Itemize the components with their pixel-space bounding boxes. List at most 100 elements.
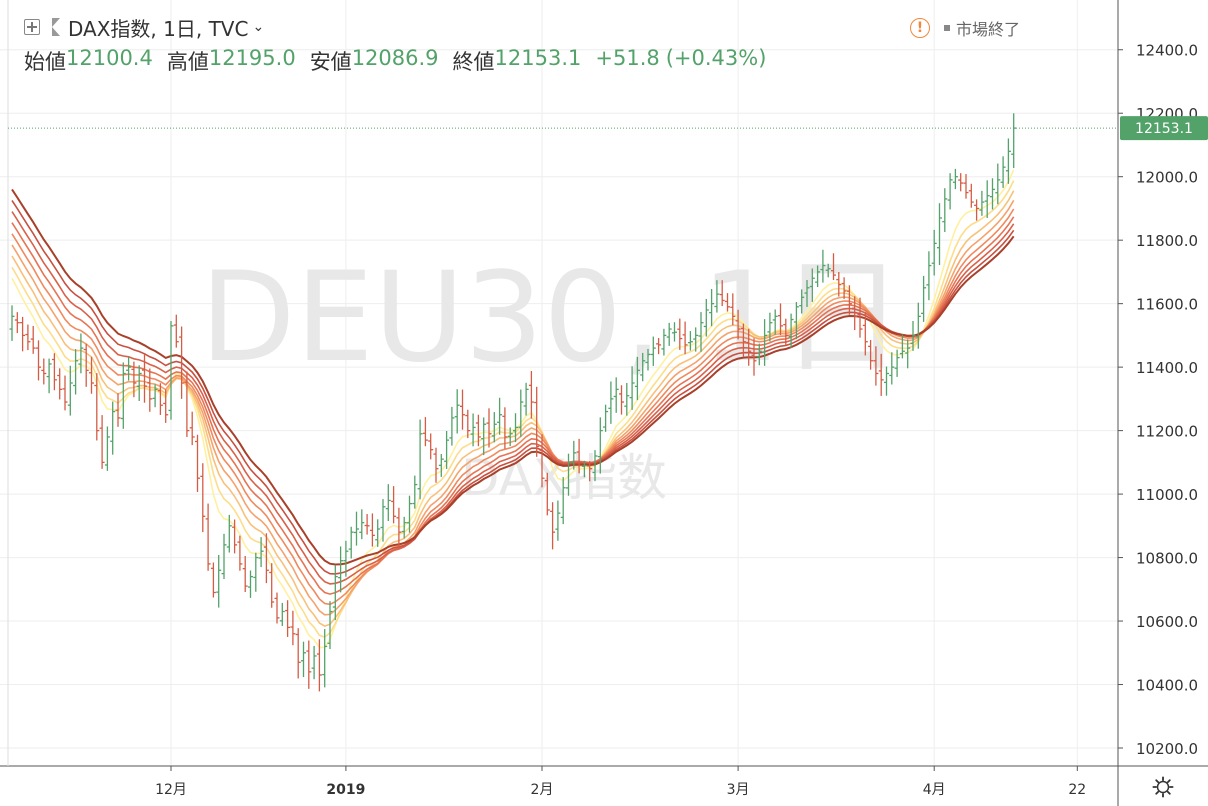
ohlc-bar [709, 288, 715, 327]
y-tick-label: 12000.0 [1136, 169, 1198, 187]
ohlc-bar [327, 601, 333, 650]
ohlc-bar [449, 406, 455, 446]
ohlc-bar [899, 334, 905, 359]
status-dot-icon [943, 25, 950, 31]
low-label: 安値 [309, 50, 352, 74]
ohlc-bar [195, 434, 200, 492]
ohlc-bar [269, 563, 275, 608]
ohlc-bar [624, 382, 630, 416]
ohlc-bar [290, 610, 296, 646]
ohlc-bar [756, 343, 762, 366]
ohlc-bar [714, 280, 720, 313]
change-value: +51.8 [595, 46, 660, 70]
ohlc-bar [205, 503, 211, 571]
last-price-badge [1120, 116, 1208, 141]
ohlc-bar [36, 340, 41, 381]
ohlc-bar [454, 389, 460, 434]
x-tick-label: 2月 [531, 782, 554, 798]
ohlc-bar [666, 322, 672, 346]
ohlc-bar [237, 535, 243, 571]
y-tick-label: 10800.0 [1136, 550, 1198, 568]
ohlc-bar [407, 495, 412, 533]
x-tick-label: 12月 [155, 782, 187, 798]
ohlc-bar [444, 430, 450, 469]
ohlc-bar [62, 375, 68, 411]
ohlc-bar [475, 414, 481, 447]
ohlc-bar [460, 389, 465, 430]
ohlc-bar [502, 407, 508, 449]
y-tick-label: 11000.0 [1136, 486, 1198, 504]
ohlc-bar [41, 358, 47, 385]
title-row: DAX指数, 1日, TVC ⌄ [24, 14, 265, 41]
ohlc-bar [672, 322, 677, 342]
ohlc-bar [926, 251, 932, 301]
ohlc-bar [232, 519, 238, 554]
ohlc-bar [369, 513, 375, 547]
ohlc-bar [497, 397, 503, 435]
ohlc-bar [746, 328, 752, 366]
symbol-title[interactable]: DAX指数, 1日, TVC [68, 16, 249, 41]
ohlc-bar [417, 419, 423, 500]
ohlc-bar [279, 602, 285, 626]
ohlc-bar [767, 312, 773, 342]
ohlc-bar [783, 318, 789, 346]
ohlc-bar [539, 434, 545, 488]
warning-icon[interactable]: ! [909, 18, 930, 38]
ohlc-bar [486, 408, 492, 448]
ohlc-bar [576, 438, 582, 474]
ohlc-bar [963, 174, 969, 199]
chevron-down-icon[interactable]: ⌄ [252, 19, 265, 35]
ohlc-bar [126, 356, 132, 381]
ohlc-bar [481, 417, 487, 456]
ohlc-bar [120, 362, 126, 429]
ohlc-bar [995, 163, 1001, 205]
ohlc-bar [438, 454, 444, 477]
ohlc-bar [740, 323, 746, 357]
x-tick-label: 4月 [923, 782, 946, 798]
ohlc-bar [343, 540, 349, 577]
ohlc-bar [513, 413, 518, 443]
ohlc-bar [566, 453, 571, 496]
ohlc-bar [94, 373, 100, 441]
plus-box-icon[interactable] [24, 19, 40, 35]
ohlc-bar [1005, 138, 1011, 184]
ohlc-bar [210, 562, 216, 598]
flag-icon[interactable] [52, 18, 60, 36]
ohlc-bar [846, 285, 852, 315]
ohlc-bar [772, 309, 778, 335]
ohlc-bar [152, 384, 158, 408]
ohlc-bar [682, 321, 688, 355]
open-label: 始値 [24, 50, 66, 74]
ema-line [11, 188, 1015, 566]
y-tick-label: 10600.0 [1136, 613, 1198, 631]
y-tick-label: 11400.0 [1136, 359, 1198, 377]
ohlc-bar [958, 173, 964, 192]
ohlc-bar [470, 413, 476, 447]
ohlc-bar [380, 499, 386, 542]
ohlc-bar [221, 533, 227, 580]
close-label: 終値 [452, 50, 495, 74]
ohlc-bar [534, 386, 540, 457]
ohlc-bar [131, 361, 137, 398]
ohlc-bar [51, 353, 57, 391]
ohlc-bar [608, 381, 614, 424]
ohlc-bar [401, 516, 407, 539]
ema-line [11, 211, 1015, 585]
ohlc-bar [857, 297, 863, 338]
ohlc-bar [396, 507, 402, 549]
ohlc-bar [20, 316, 26, 352]
ohlc-bar [518, 389, 524, 437]
ema-line [11, 216, 1015, 595]
gear-icon[interactable] [1152, 776, 1174, 798]
ohlc-bar [730, 293, 736, 326]
ohlc-bar [285, 600, 291, 637]
ohlc-bar [78, 333, 84, 374]
ohlc-bar [46, 358, 52, 394]
ohlc-bar [952, 168, 958, 190]
ohlc-bar [528, 370, 534, 419]
ohlc-bar [815, 265, 821, 288]
ohlc-bar [25, 324, 31, 351]
ohlc-bar [968, 183, 974, 208]
ohlc-bar [274, 592, 280, 624]
